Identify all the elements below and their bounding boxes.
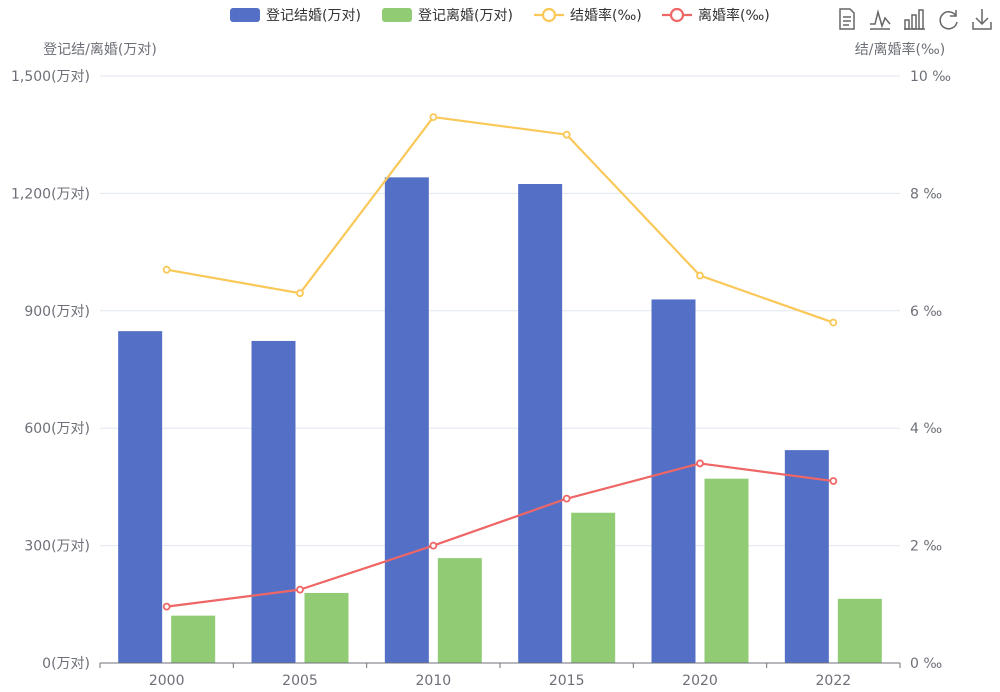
bar-0-2020[interactable] — [651, 299, 696, 663]
legend: 登记结婚(万对) 登记离婚(万对) 结婚率(‰) 离婚率(‰) — [230, 7, 770, 24]
legend-swatch — [382, 8, 412, 22]
bar-0-2000[interactable] — [118, 331, 163, 663]
x-tick-label: 2005 — [282, 673, 318, 689]
line-point-1-2005[interactable] — [296, 585, 304, 594]
line-point-1-2010[interactable] — [429, 541, 438, 550]
bar-1-2010[interactable] — [437, 558, 482, 663]
legend-label: 登记结婚(万对) — [266, 8, 361, 24]
x-tick-label: 2020 — [682, 673, 718, 689]
bar-1-2015[interactable] — [571, 512, 616, 663]
bar-1-2000[interactable] — [171, 615, 216, 663]
x-tick-label: 2022 — [816, 673, 852, 689]
line-point-1-2000[interactable] — [162, 602, 171, 611]
bar-1-2005[interactable] — [304, 592, 349, 663]
line-point-1-2022[interactable] — [829, 477, 838, 485]
left-tick-label: 1,500(万对) — [11, 69, 90, 85]
left-tick-label: 1,200(万对) — [11, 186, 90, 202]
line-series — [162, 113, 838, 611]
legend-swatch — [230, 8, 260, 22]
line-point-0-2005[interactable] — [296, 289, 304, 298]
legend-item-2[interactable]: 结婚率(‰) — [534, 7, 642, 24]
download-icon[interactable] — [972, 9, 992, 30]
right-tick-label: 10 ‰ — [910, 69, 951, 85]
right-tick-label: 2 ‰ — [910, 539, 942, 555]
line-chart-icon[interactable] — [870, 9, 891, 30]
line-point-0-2000[interactable] — [162, 265, 171, 274]
left-tick-label: 600(万对) — [24, 421, 90, 437]
x-tick-label: 2015 — [549, 673, 585, 689]
restore-icon[interactable] — [939, 10, 958, 30]
bar-chart-icon[interactable] — [904, 9, 925, 30]
bar-0-2022[interactable] — [784, 450, 829, 663]
line-point-1-2020[interactable] — [696, 459, 704, 468]
right-tick-label: 6 ‰ — [910, 304, 942, 320]
legend-swatch-marker — [541, 7, 557, 23]
right-tick-label: 0 ‰ — [910, 656, 942, 672]
bar-series — [118, 177, 882, 663]
line-point-0-2010[interactable] — [429, 113, 438, 121]
line-point-0-2015[interactable] — [562, 130, 571, 139]
bar-0-2005[interactable] — [251, 340, 296, 663]
line-point-1-2015[interactable] — [562, 494, 571, 503]
bar-0-2015[interactable] — [518, 184, 563, 663]
gridlines — [100, 75, 900, 547]
legend-item-0[interactable]: 登记结婚(万对) — [230, 8, 361, 24]
left-tick-label: 0(万对) — [42, 656, 90, 672]
toolbox — [839, 8, 992, 30]
right-tick-label: 8 ‰ — [910, 186, 942, 202]
bar-1-2022[interactable] — [837, 598, 882, 663]
bar-1-2020[interactable] — [704, 478, 749, 663]
line-point-0-2020[interactable] — [696, 271, 704, 280]
axes: 0(万对) 300(万对) 600(万对) 900(万对) 1,200(万对) 1,500… — [11, 69, 951, 689]
x-tick-label: 2000 — [149, 673, 185, 689]
data-view-icon[interactable] — [839, 8, 855, 30]
line-series-0 — [166, 115, 834, 324]
line-point-0-2022[interactable] — [829, 318, 838, 327]
legend-item-1[interactable]: 登记离婚(万对) — [382, 7, 513, 24]
left-tick-label: 900(万对) — [24, 304, 90, 320]
legend-label: 离婚率(‰) — [698, 7, 770, 24]
legend-item-3[interactable]: 离婚率(‰) — [662, 7, 770, 24]
left-axis-name: 登记结/离婚(万对) — [43, 41, 157, 58]
legend-label: 结婚率(‰) — [570, 7, 642, 24]
line-series-1 — [166, 462, 834, 608]
legend-label: 登记离婚(万对) — [418, 7, 513, 24]
legend-swatch-marker — [669, 7, 685, 23]
right-axis-name: 结/离婚率(‰) — [855, 41, 945, 58]
bar-0-2010[interactable] — [384, 177, 429, 663]
left-tick-label: 300(万对) — [24, 539, 90, 555]
x-tick-label: 2010 — [416, 673, 452, 689]
right-tick-label: 4 ‰ — [910, 421, 942, 437]
